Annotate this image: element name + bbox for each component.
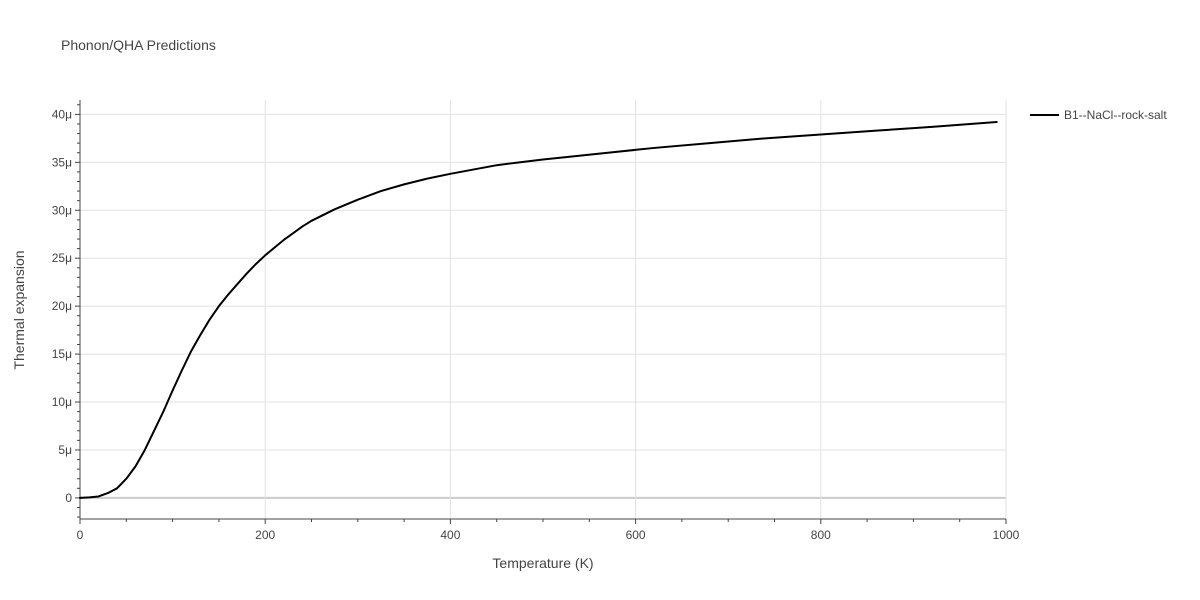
x-tick-label: 200 — [255, 528, 275, 542]
y-axis-title: Thermal expansion — [11, 250, 27, 369]
x-tick-label: 1000 — [993, 528, 1020, 542]
y-tick-label: 30μ — [52, 203, 72, 217]
legend[interactable]: B1--NaCl--rock-salt — [1030, 108, 1167, 122]
y-tick-label: 10μ — [52, 395, 72, 409]
x-gridlines — [264, 100, 1007, 519]
series-line — [79, 121, 998, 499]
x-tick-label: 600 — [626, 528, 646, 542]
legend-label: B1--NaCl--rock-salt — [1064, 108, 1167, 122]
y-tick-label: 25μ — [52, 251, 72, 265]
chart-title: Phonon/QHA Predictions — [61, 37, 216, 53]
y-tick-label: 40μ — [52, 107, 72, 121]
x-tick-label: 0 — [77, 528, 84, 542]
axes — [75, 100, 1007, 524]
y-tick-labels: 0 5μ 10μ 15μ 20μ 25μ 30μ 35μ 40μ — [52, 107, 73, 505]
x-tick-label: 800 — [811, 528, 831, 542]
y-gridlines — [80, 113, 1006, 499]
y-tick-label: 5μ — [58, 443, 72, 457]
x-tick-labels: 0 200 400 600 800 1000 — [77, 528, 1020, 542]
y-tick-label: 0 — [65, 491, 72, 505]
x-axis-title: Temperature (K) — [492, 555, 593, 571]
y-tick-label: 35μ — [52, 155, 72, 169]
y-tick-label: 20μ — [52, 299, 72, 313]
x-tick-label: 400 — [440, 528, 460, 542]
series-layer — [79, 121, 998, 499]
y-tick-label: 15μ — [52, 347, 72, 361]
